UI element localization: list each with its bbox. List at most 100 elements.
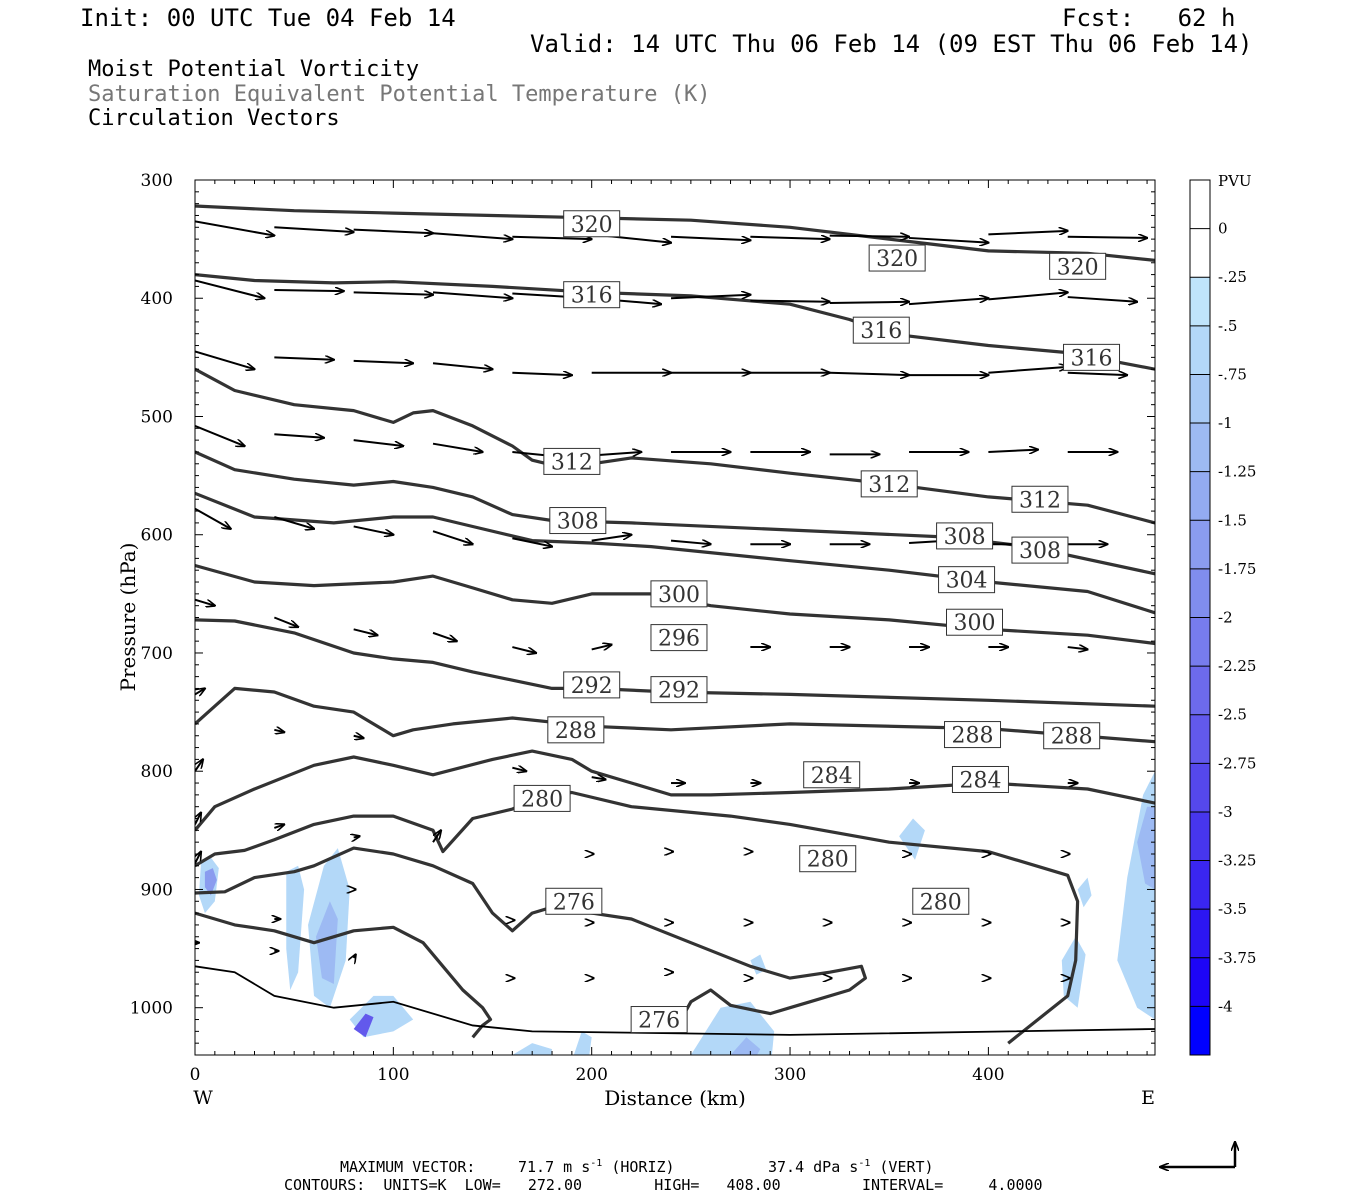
colorbar-bin <box>1190 714 1210 764</box>
pv-area-16 <box>1137 806 1155 890</box>
circulation-vector <box>988 450 1038 452</box>
pv-area-14 <box>1077 877 1092 908</box>
contour-296-6 <box>195 618 1155 708</box>
contour-label-text: 276 <box>638 1009 680 1034</box>
contour-label-box <box>1011 485 1069 513</box>
contour-label-text: 316 <box>1071 346 1113 371</box>
colorbar-bin <box>1190 568 1210 618</box>
terrain-line <box>195 965 1155 1036</box>
contour-label-text: 300 <box>658 583 700 608</box>
colorbar-label: 0 <box>1218 220 1228 238</box>
contour-300-5 <box>195 563 1155 646</box>
circulation-vector <box>1067 237 1147 238</box>
colorbar-label: -1.25 <box>1218 463 1256 481</box>
contour-label-text: 288 <box>555 719 597 744</box>
circulation-vector <box>432 442 483 452</box>
axis-ticks <box>194 179 1155 1056</box>
contour-label-box <box>852 316 910 344</box>
contour-label-text: 292 <box>658 679 700 704</box>
contour-label: 316 <box>852 316 910 344</box>
x-end-east: E <box>1141 1087 1155 1109</box>
circulation-vector <box>591 535 632 542</box>
contour-label-box <box>563 210 621 238</box>
contour-label-text: 316 <box>571 284 613 309</box>
circulation-vector <box>195 279 264 299</box>
circulation-vector <box>670 235 750 241</box>
contour-label-box <box>799 845 857 873</box>
x-axis-label: Distance (km) <box>604 1086 746 1110</box>
contour-label-box <box>1049 252 1107 280</box>
contour-label-box <box>912 887 970 915</box>
contour-label-box <box>650 676 708 704</box>
colorbar-label: -.5 <box>1218 317 1237 335</box>
circulation-vector <box>591 645 612 650</box>
contour-label-text: 320 <box>571 213 613 238</box>
contour-label-text: 300 <box>954 611 996 636</box>
circulation-vector <box>274 290 343 291</box>
circulation-vector <box>274 434 324 438</box>
circulation-vector <box>829 373 909 375</box>
circulation-vector <box>1067 373 1128 375</box>
colorbar-label: -2.5 <box>1218 706 1247 724</box>
contour-label: 316 <box>1063 343 1121 371</box>
plot-area: 320 320 320 316 316 316 312 312 312 308 308 308 304 3… <box>195 204 1155 1055</box>
colorbar-label: -3.5 <box>1218 900 1247 918</box>
contour-label: 280 <box>513 784 571 812</box>
circulation-vector <box>195 507 231 529</box>
colorbar-unit: PVU <box>1218 172 1252 190</box>
contour-label-text: 288 <box>952 724 994 749</box>
contour-label: 320 <box>868 244 926 272</box>
contour-label: 300 <box>650 580 708 608</box>
contour-label-text: 312 <box>551 450 593 475</box>
circulation-vector <box>274 357 334 359</box>
circulation-vector <box>512 537 552 546</box>
circulation-vector <box>432 291 512 298</box>
circulation-vector <box>432 530 473 544</box>
contour-label-text: 308 <box>944 525 986 550</box>
contour-label-box <box>630 1006 688 1034</box>
circulation-vector <box>829 236 909 237</box>
circulation-vector <box>432 362 493 369</box>
pv-area-6 <box>353 1013 374 1038</box>
colorbar-bin <box>1190 520 1210 570</box>
circulation-vector <box>829 302 909 303</box>
colorbar: PVU 0 -.25 -.5 -.75 -1 -1.25 -1.5 -1.75 -2 -2.25 -2… <box>1189 172 1256 1056</box>
contour-label-text: 288 <box>1051 725 1093 750</box>
circulation-vector <box>353 736 364 738</box>
colorbar-label: -.75 <box>1218 365 1247 383</box>
contour-312-2 <box>195 367 1155 525</box>
circulation-vector <box>353 628 378 635</box>
colorbar-label: -3.25 <box>1218 852 1256 870</box>
contour-label-box <box>650 624 708 652</box>
contour-label-box <box>868 244 926 272</box>
contour-320-0 <box>195 204 1155 262</box>
contour-label: 276 <box>545 887 603 915</box>
contour-label-text: 280 <box>521 787 563 812</box>
contour-label: 308 <box>1011 536 1069 564</box>
contour-label: 308 <box>549 507 607 535</box>
colorbar-bin <box>1190 325 1210 375</box>
contour-label-box <box>946 608 1004 636</box>
contour-label: 300 <box>946 608 1004 636</box>
circulation-vector <box>195 852 201 864</box>
contour-label: 312 <box>860 470 918 498</box>
circulation-vector <box>353 361 414 363</box>
colorbar-bin <box>1190 277 1210 327</box>
colorbar-bin <box>1190 666 1210 716</box>
circulation-vector <box>512 373 572 375</box>
x-tick-label: 100 <box>377 1065 409 1085</box>
init-time: Init: 00 UTC Tue 04 Feb 14 <box>80 4 456 32</box>
contour-label-text: 284 <box>811 764 853 789</box>
contour-label-text: 284 <box>959 768 1001 793</box>
y-axis-label: Pressure (hPa) <box>116 543 140 692</box>
y-tick-label: 400 <box>141 289 173 309</box>
x-end-west: W <box>193 1087 213 1109</box>
colorbar-bin <box>1190 617 1210 667</box>
contour-label-box <box>1011 536 1069 564</box>
circulation-vector <box>354 954 356 958</box>
pv-area-1 <box>204 868 217 896</box>
circulation-vector <box>354 836 360 837</box>
contour-label-text: 304 <box>946 569 988 594</box>
contour-label: 284 <box>803 761 861 789</box>
